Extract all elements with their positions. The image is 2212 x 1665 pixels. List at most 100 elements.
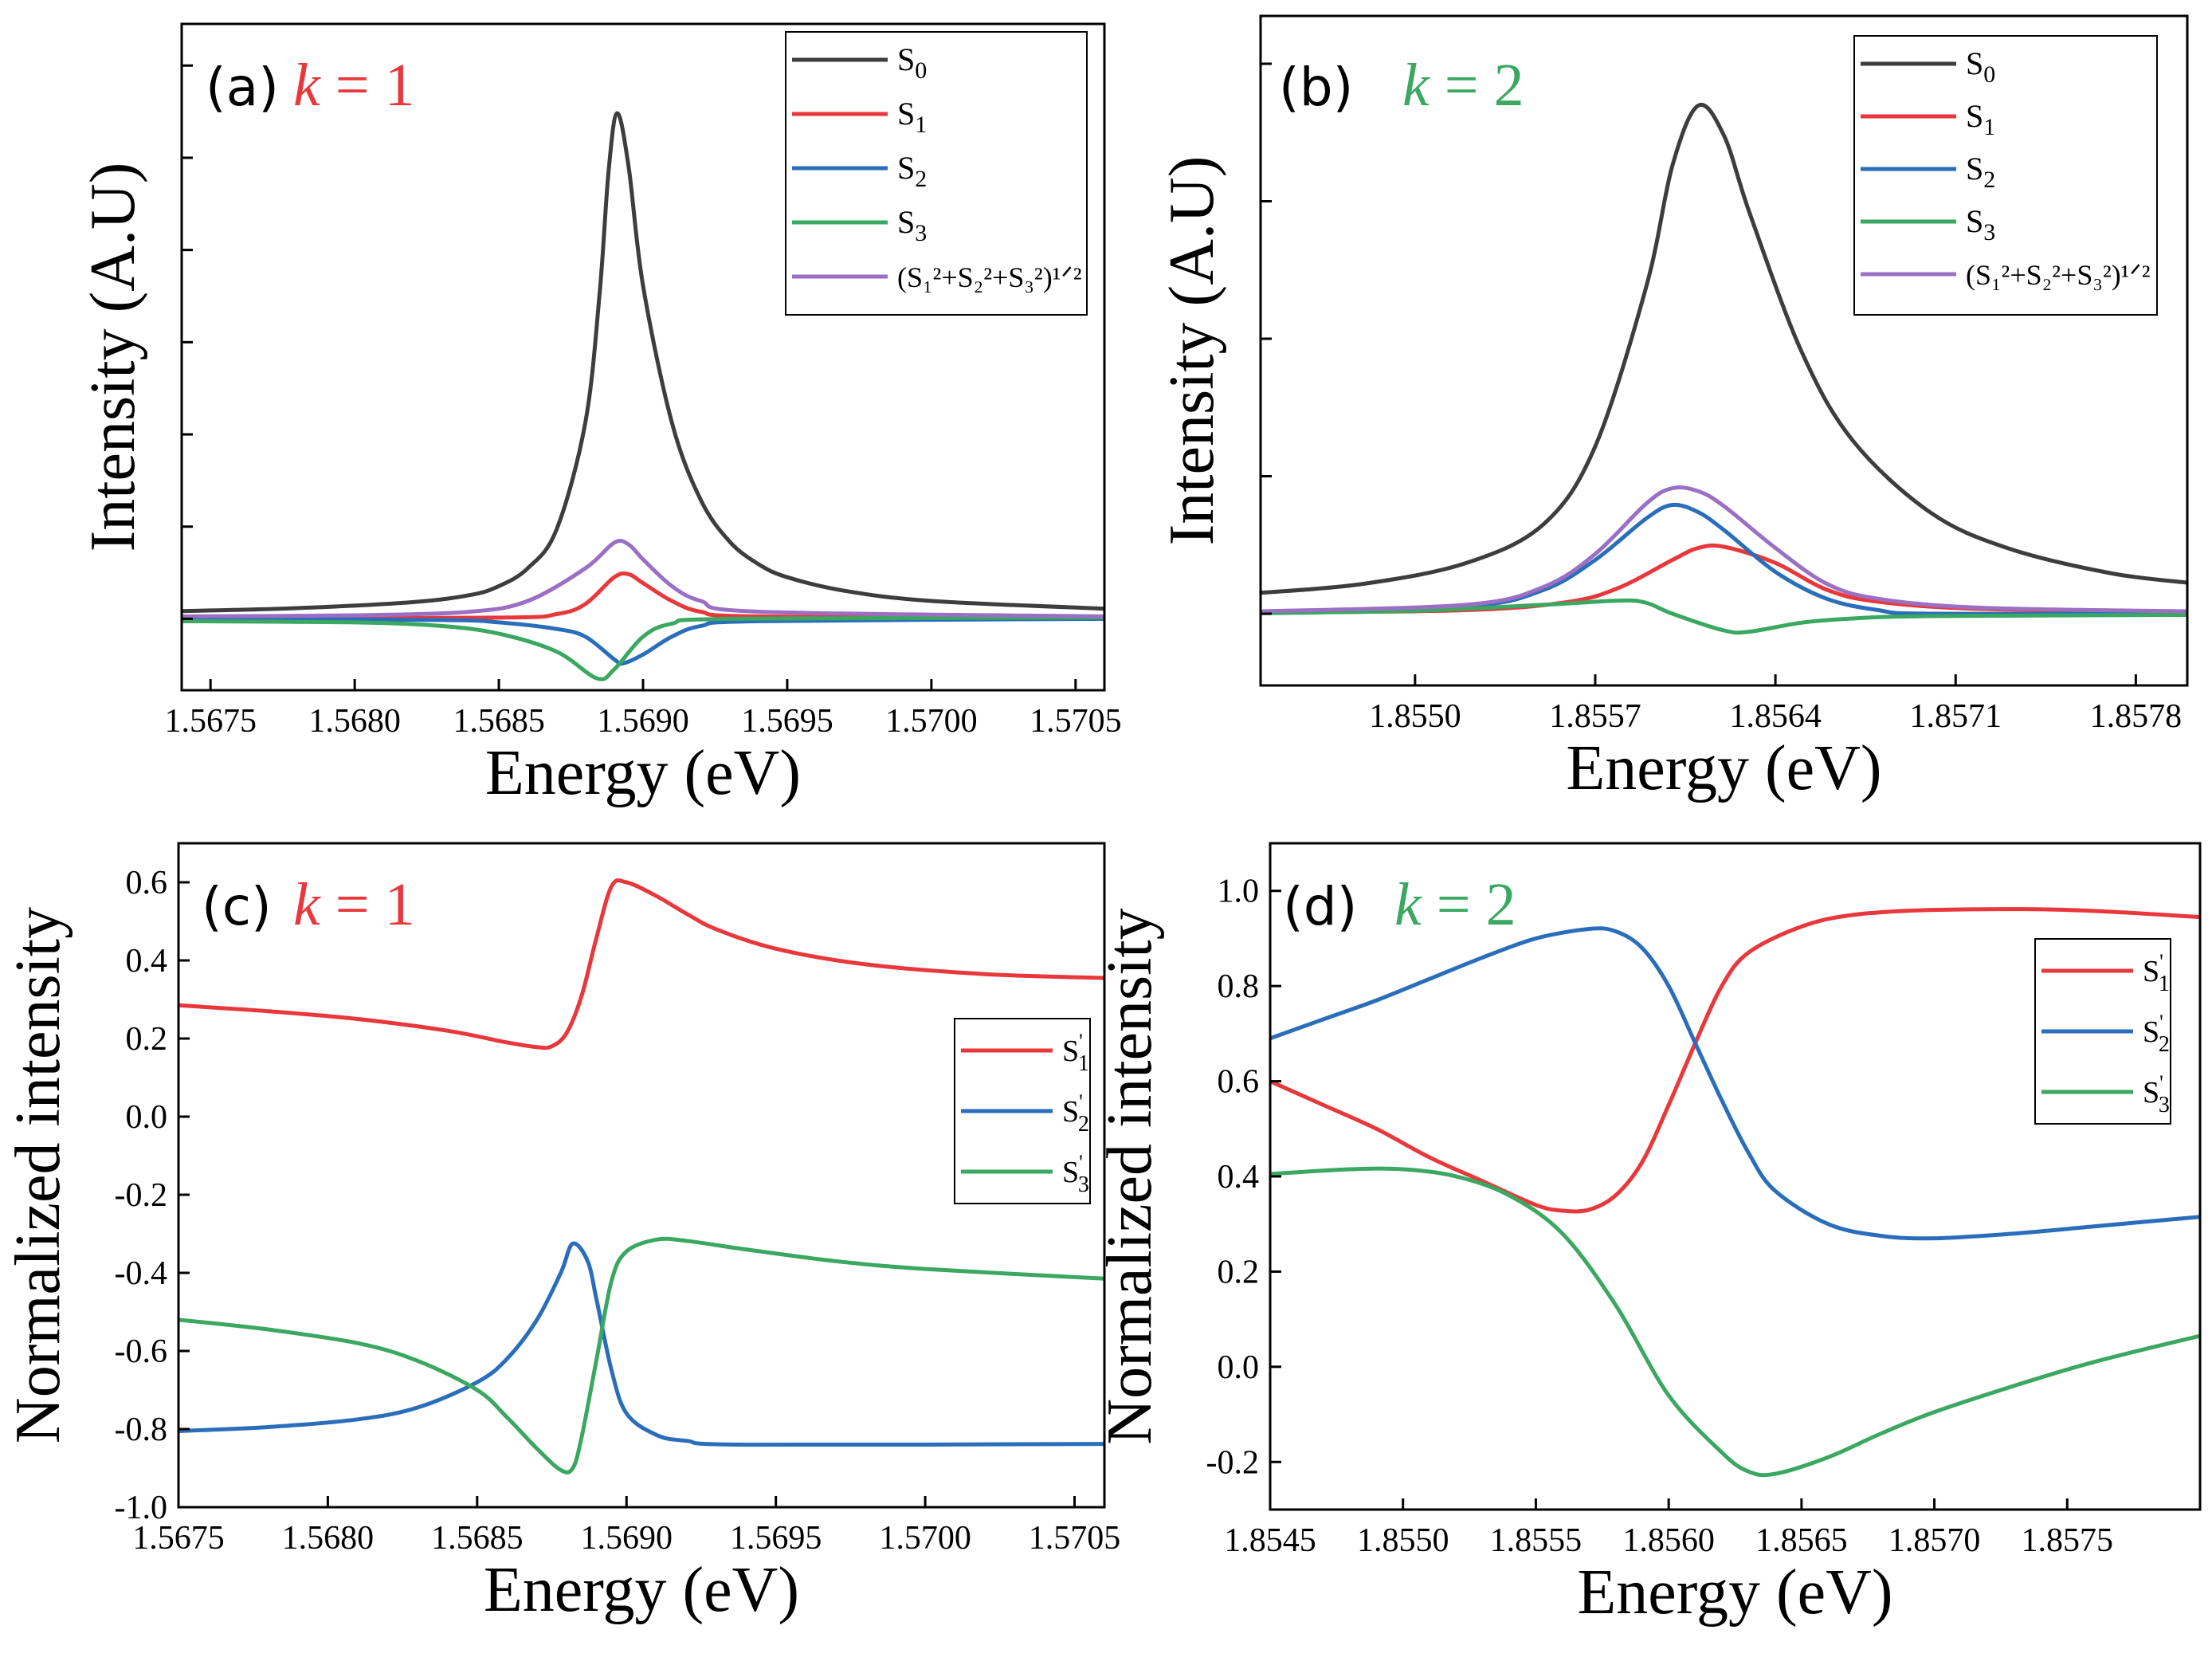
y-tick-label: -0.2 bbox=[115, 1177, 168, 1214]
x-tick-label: 1.8560 bbox=[1622, 1522, 1715, 1559]
legend-label: S' 3 bbox=[2143, 1071, 2170, 1117]
legend-label: S0 bbox=[897, 41, 927, 84]
y-axis-title: Intensity (A.U) bbox=[78, 163, 148, 552]
x-tick-label: 1.8550 bbox=[1369, 698, 1461, 735]
panel-label: (a) bbox=[206, 57, 279, 118]
series-group bbox=[1270, 907, 2200, 1478]
panel-label: (b) bbox=[1279, 57, 1353, 118]
legend: S0 S1 S2 S3 (S₁²+S₂²+S₃²)¹ᐟ² bbox=[1853, 35, 2158, 316]
series-line-2 bbox=[182, 616, 1104, 666]
k-value: = 1 bbox=[320, 52, 415, 119]
y-tick-label: 0.6 bbox=[126, 865, 168, 901]
legend-label: S1 bbox=[1966, 98, 1995, 140]
series-line-3 bbox=[182, 615, 1104, 681]
legend-label: S' 2 bbox=[1062, 1090, 1089, 1137]
x-tick-label: 1.8550 bbox=[1357, 1522, 1449, 1559]
legend-box bbox=[785, 31, 1088, 316]
k-label: k = 2 bbox=[1402, 52, 1524, 119]
k-var: k bbox=[293, 871, 321, 938]
x-tick-label: 1.5680 bbox=[308, 703, 401, 740]
legend-label: S3 bbox=[897, 204, 927, 246]
x-tick-label: 1.5705 bbox=[1029, 1520, 1121, 1557]
series-line-2 bbox=[1270, 1166, 2200, 1478]
k-value: = 2 bbox=[1422, 871, 1516, 938]
x-axis-title: Energy (eV) bbox=[1577, 1557, 1892, 1628]
series-line-0 bbox=[1261, 102, 2187, 595]
y-tick-label: 0.2 bbox=[1218, 1254, 1260, 1290]
y-tick-label: -1.0 bbox=[115, 1490, 168, 1526]
legend-label: (S₁²+S₂²+S₃²)¹ᐟ² bbox=[1966, 259, 2151, 291]
panel-label: (d) bbox=[1283, 876, 1357, 937]
k-value: = 1 bbox=[320, 871, 415, 938]
x-tick-label: 1.8555 bbox=[1490, 1522, 1583, 1559]
x-tick-label: 1.5700 bbox=[879, 1520, 971, 1557]
series-line-0 bbox=[182, 111, 1104, 614]
series-group bbox=[182, 111, 1104, 681]
x-axis-title: Energy (eV) bbox=[484, 1555, 799, 1625]
series-line-2 bbox=[178, 1236, 1104, 1475]
series-line-1 bbox=[178, 1241, 1104, 1447]
legend-label: S1 bbox=[897, 96, 927, 138]
k-value: = 2 bbox=[1430, 52, 1524, 119]
x-tick-label: 1.5685 bbox=[431, 1520, 524, 1557]
k-var: k bbox=[293, 52, 321, 119]
k-label: k = 1 bbox=[293, 871, 415, 938]
series-line-0 bbox=[1270, 907, 2200, 1214]
series-line-3 bbox=[1261, 598, 2187, 635]
legend: S0 S1 S2 S3 (S₁²+S₂²+S₃²)¹ᐟ² bbox=[785, 31, 1088, 316]
x-tick-label: 1.8564 bbox=[1729, 698, 1822, 735]
y-tick-label: -0.4 bbox=[115, 1255, 168, 1292]
panel-c: 1.5675 1.5680 1.5685 1.5690 1.5695 1.5700 1.57… bbox=[3, 842, 1121, 1625]
y-tick-label: 0.2 bbox=[126, 1021, 168, 1058]
y-tick-label: -0.2 bbox=[1206, 1444, 1260, 1481]
series-line-4 bbox=[182, 538, 1104, 618]
legend: S' 1 S' 2 S' 3 bbox=[2034, 938, 2171, 1125]
legend-label: (S₁²+S₂²+S₃²)¹ᐟ² bbox=[897, 261, 1082, 293]
k-label: k = 2 bbox=[1394, 871, 1516, 938]
legend-label: S3 bbox=[1966, 203, 1995, 245]
x-tick-label: 1.8565 bbox=[1755, 1522, 1848, 1559]
legend-label: S' 2 bbox=[2143, 1011, 2170, 1057]
series-group bbox=[1261, 102, 2187, 635]
series-line-2 bbox=[1261, 502, 2187, 616]
k-var: k bbox=[1402, 52, 1430, 119]
panel-b: 1.8550 1.8557 1.8564 1.8571 1.8578 Energy (eV… bbox=[1157, 14, 2189, 803]
x-tick-label: 1.5675 bbox=[132, 1520, 225, 1557]
x-tick-label: 1.5680 bbox=[282, 1520, 375, 1557]
x-tick-label: 1.5705 bbox=[1030, 703, 1122, 740]
x-tick-label: 1.5695 bbox=[730, 1520, 822, 1557]
y-tick-label: 0.0 bbox=[126, 1099, 168, 1136]
x-tick-label: 1.8571 bbox=[1910, 698, 2002, 735]
x-tick-label: 1.8575 bbox=[2022, 1522, 2114, 1559]
y-tick-label: 0.8 bbox=[1218, 968, 1260, 1005]
series-line-1 bbox=[182, 571, 1104, 621]
x-tick-label: 1.5700 bbox=[885, 703, 978, 740]
y-tick-label: 0.4 bbox=[1218, 1159, 1260, 1196]
y-axis-title: Normalized intensity bbox=[3, 907, 73, 1443]
y-tick-label: 0.0 bbox=[1218, 1349, 1260, 1386]
plot-frame bbox=[177, 842, 1106, 1509]
k-label: k = 1 bbox=[293, 52, 415, 119]
x-axis-title: Energy (eV) bbox=[1566, 733, 1881, 803]
x-tick-label: 1.8578 bbox=[2090, 698, 2183, 735]
y-tick-label: 0.6 bbox=[1218, 1064, 1260, 1101]
legend-label: S' 3 bbox=[1062, 1151, 1089, 1197]
x-tick-label: 1.5695 bbox=[741, 703, 833, 740]
panel-label: (c) bbox=[202, 876, 272, 937]
x-axis-title: Energy (eV) bbox=[485, 738, 801, 808]
x-tick-label: 1.5685 bbox=[453, 703, 545, 740]
x-tick-label: 1.5690 bbox=[597, 703, 689, 740]
x-tick-label: 1.5675 bbox=[164, 703, 257, 740]
x-tick-label: 1.5690 bbox=[581, 1520, 673, 1557]
y-axis-title: Normalized intensity bbox=[1095, 908, 1165, 1444]
y-axis-title: Intensity (A.U) bbox=[1157, 156, 1227, 546]
legend-label: S2 bbox=[1966, 151, 1995, 193]
panel-a: 1.5675 1.5680 1.5685 1.5690 1.5695 1.5700 1.57… bbox=[78, 22, 1122, 808]
legend-box bbox=[1853, 35, 2158, 316]
legend-label: S' 1 bbox=[1062, 1030, 1089, 1076]
plot-frame bbox=[1259, 14, 2189, 687]
panel-d: 1.8545 1.8550 1.8555 1.8560 1.8565 1.8570 1.85… bbox=[1095, 842, 2202, 1628]
x-tick-label: 1.8557 bbox=[1549, 698, 1641, 735]
series-line-4 bbox=[1261, 485, 2187, 614]
legend-label: S0 bbox=[1966, 45, 1995, 88]
